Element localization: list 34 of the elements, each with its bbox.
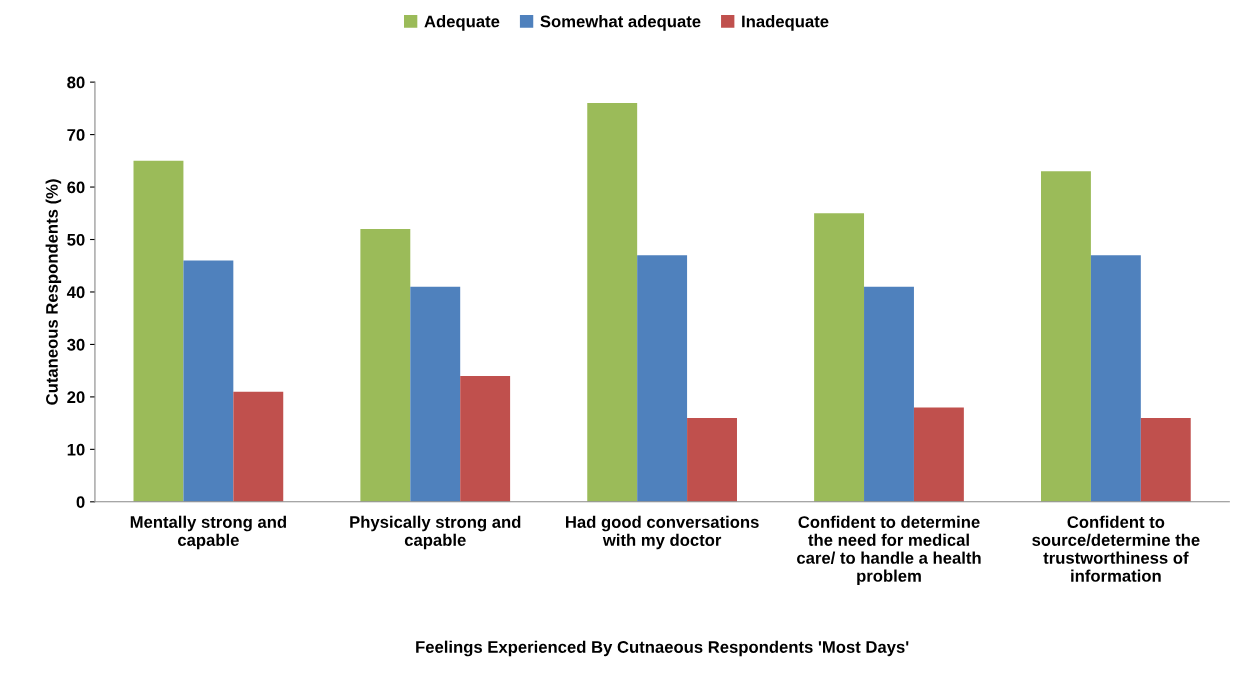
y-tick-label: 40 [66, 286, 85, 299]
y-tick-label: 0 [76, 496, 85, 509]
y-tick-label: 80 [67, 76, 85, 89]
y-tick-label: 20 [67, 391, 85, 404]
bar [864, 286, 914, 502]
bar [233, 391, 284, 502]
x-tick-label: Physically strong and capable [350, 515, 521, 550]
bar [1090, 255, 1141, 502]
x-tick-label: Mentally strong and capable [130, 515, 286, 550]
legend-label: Inadequate [742, 15, 829, 31]
bar [1041, 171, 1091, 502]
y-axis-title: Cutaneous Respondents (%) [45, 179, 62, 405]
x-axis-title: Feelings Experienced By Cutnaeous Respondents 'Most Days' [416, 640, 909, 657]
y-tick-label: 30 [67, 338, 85, 351]
y-tick-label: 50 [67, 233, 85, 246]
x-tick-label: Confident to source/determine the trustworthiness of information [1032, 515, 1200, 582]
bar [637, 255, 688, 502]
bar [913, 407, 964, 502]
x-tick-label: Had good conversations with my doctor [566, 515, 759, 550]
bar [133, 160, 184, 502]
bar [1140, 417, 1191, 502]
y-tick-label: 10 [67, 443, 85, 456]
bar [183, 260, 234, 502]
bar [814, 213, 865, 502]
bar [360, 229, 411, 502]
bar [587, 103, 638, 502]
bar [460, 375, 511, 502]
legend-label: Somewhat adequate [540, 15, 701, 31]
y-tick-label: 70 [67, 128, 85, 141]
legend-label: Adequate [424, 15, 500, 31]
x-tick-label: Confident to determine the need for medical care/ to handle a health problem [797, 515, 981, 586]
bar [410, 286, 461, 502]
bar [687, 417, 737, 502]
y-tick-label: 60 [67, 181, 85, 194]
